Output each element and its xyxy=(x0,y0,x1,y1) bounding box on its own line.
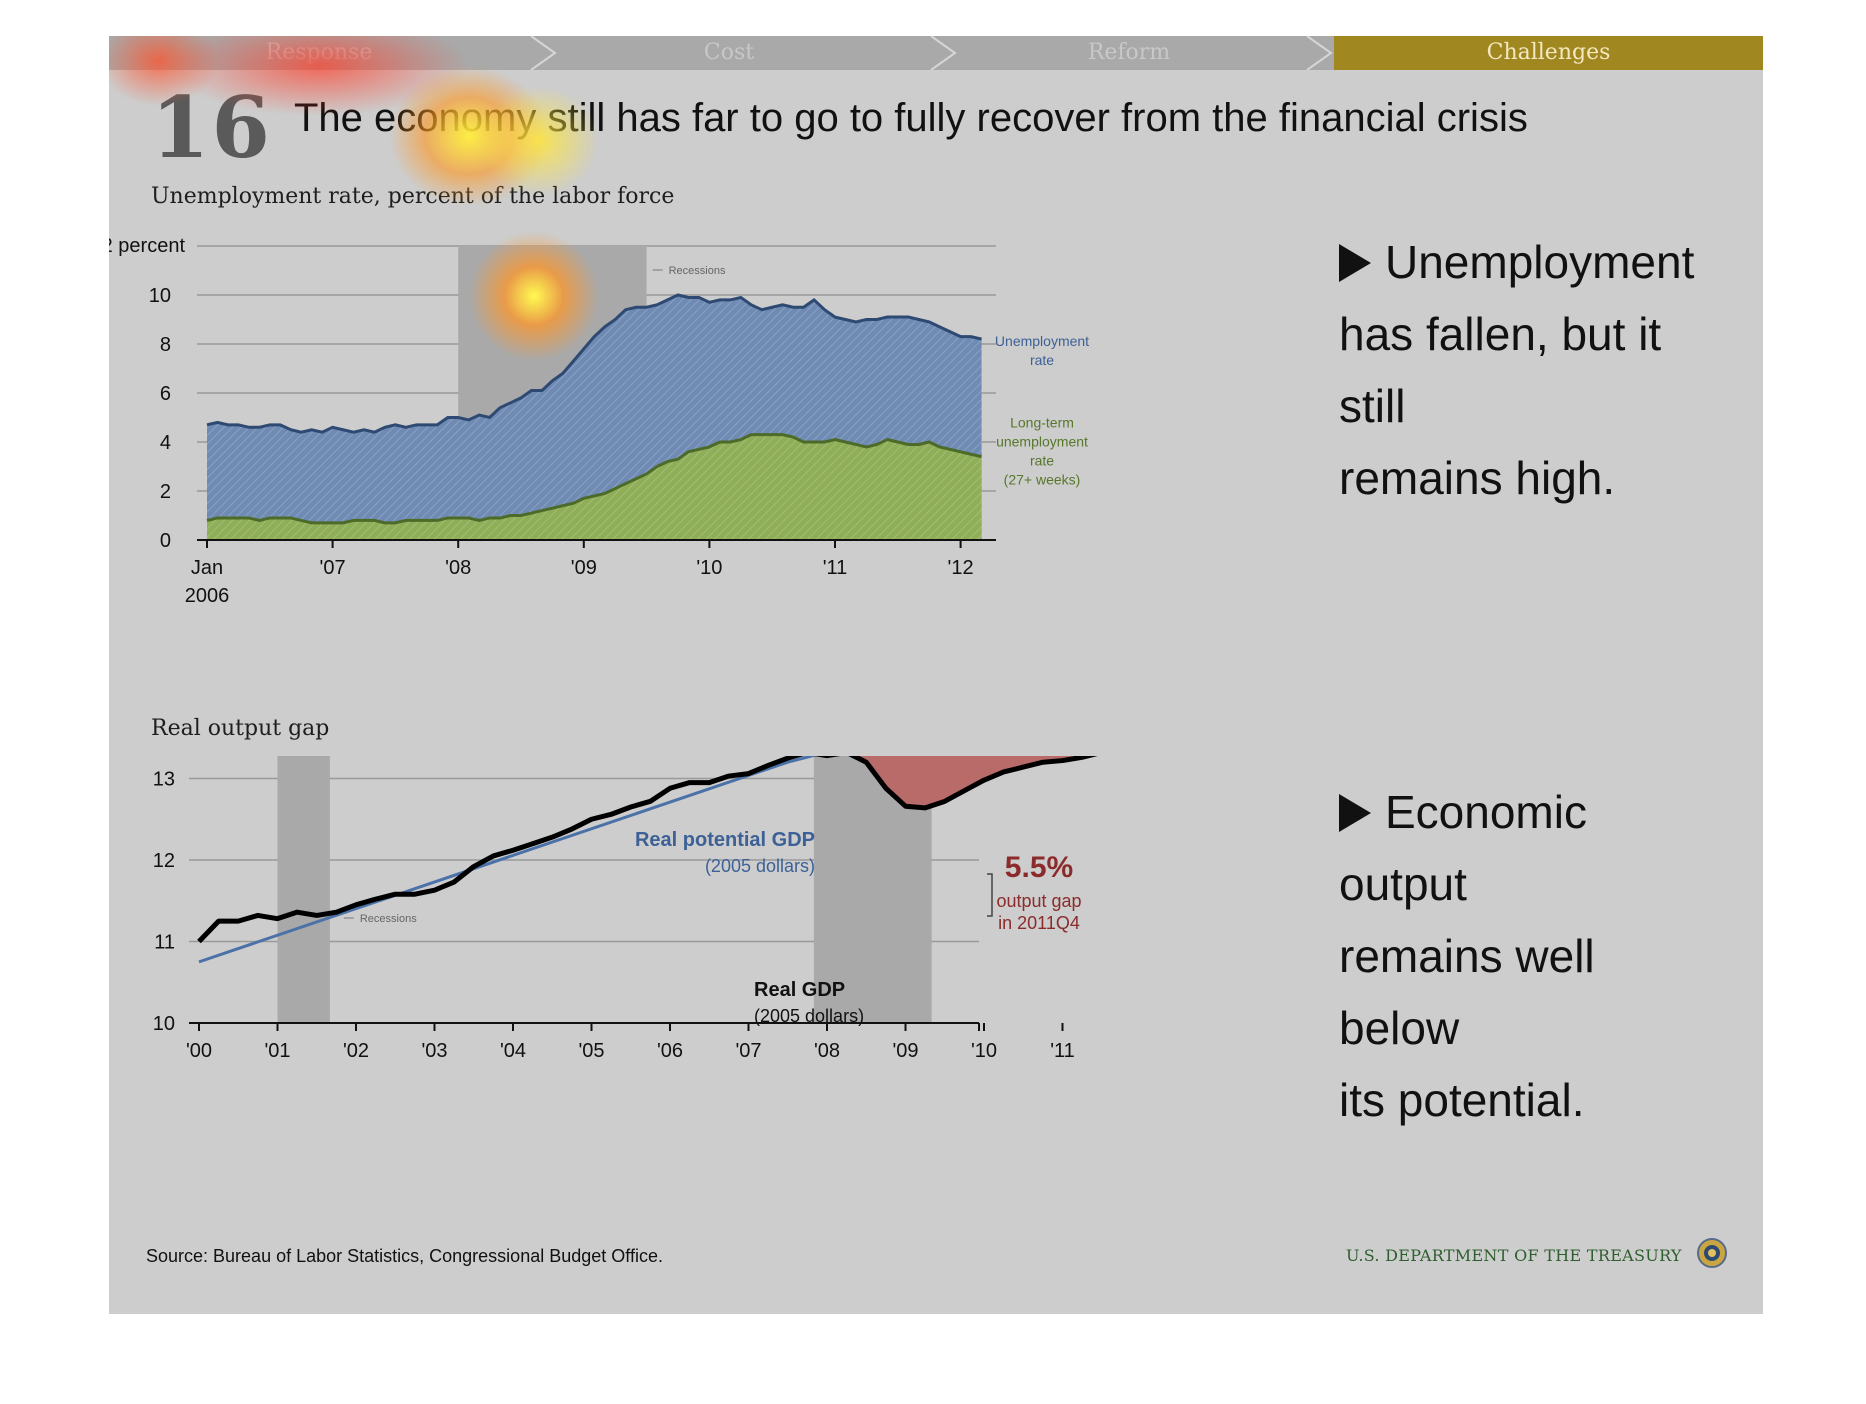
x-tick-label: '07 xyxy=(320,557,346,579)
bullet-line: remains well below xyxy=(1339,930,1595,1054)
series-label: (27+ weeks) xyxy=(1004,471,1081,487)
output-gap-area xyxy=(807,756,1088,808)
source-note: Source: Bureau of Labor Statistics, Cong… xyxy=(146,1246,663,1266)
x-tick-label: '11 xyxy=(823,557,848,579)
recession-label: Recessions xyxy=(360,913,417,925)
bullet-unemployment: Unemployment has fallen, but it still re… xyxy=(1339,226,1719,514)
tab-challenges[interactable]: Challenges xyxy=(1486,40,1611,65)
y-tick-label: 8 xyxy=(160,334,171,356)
y-tick-label: 10 xyxy=(149,285,171,307)
x-tick-label: '01 xyxy=(264,1040,290,1062)
y-tick-label: 0 xyxy=(160,530,171,552)
treasury-seal-icon xyxy=(1697,1238,1727,1268)
x-tick-label: '02 xyxy=(343,1040,369,1062)
chevron-right-icon xyxy=(930,36,957,70)
gap-value: 5.5% xyxy=(1005,851,1073,884)
bullet-line: has fallen, but it still xyxy=(1339,308,1662,432)
x-tick-label: '00 xyxy=(186,1040,212,1062)
longterm-line xyxy=(206,433,982,525)
recession-label: Recessions xyxy=(669,265,726,277)
x-tick-label: '11 xyxy=(1050,1040,1075,1062)
series-label: rate xyxy=(1030,452,1054,468)
chart1-subtitle: Unemployment rate, percent of the labor … xyxy=(151,184,675,209)
series-label: Unemployment xyxy=(995,333,1089,349)
y-tick-label: 11 xyxy=(154,932,175,954)
nav-active-background xyxy=(1334,36,1763,70)
x-tick-label: '05 xyxy=(578,1040,604,1062)
chevron-right-icon xyxy=(530,36,557,70)
bullet-line: Unemployment xyxy=(1385,236,1695,288)
y-tick-label: 2 xyxy=(160,481,171,503)
x-tick-label: '09 xyxy=(571,557,597,579)
gap-label: output gap xyxy=(996,891,1081,911)
series-label: unemployment xyxy=(996,433,1088,449)
bullet-line: remains high. xyxy=(1339,452,1616,504)
bullet-output: Economic output remains well below its p… xyxy=(1339,776,1719,1136)
longterm-hatch xyxy=(207,434,982,540)
chart2-subtitle: Real output gap xyxy=(151,716,330,741)
x-tick-label: 2006 xyxy=(185,585,230,607)
y-top-label: 12 percent xyxy=(109,236,185,257)
x-tick-label: '06 xyxy=(657,1040,683,1062)
unemployment-chart: 0 2 4 6 8 10 12 percent Recessions Jan 2006 '07 '… xyxy=(109,236,1089,607)
y-tick-label: 6 xyxy=(160,383,171,405)
x-tick-label: '10 xyxy=(971,1040,997,1062)
x-tick-label: '08 xyxy=(814,1040,840,1062)
tab-response[interactable]: Response xyxy=(265,40,373,65)
bullet-line: its potential. xyxy=(1339,1074,1585,1126)
potential-gdp-line xyxy=(198,756,818,964)
slide-number: 16 xyxy=(151,78,272,177)
x-tick-label: '07 xyxy=(735,1040,761,1062)
tab-cost[interactable]: Cost xyxy=(703,40,755,65)
series-label: rate xyxy=(1030,352,1054,368)
triangle-bullet-icon xyxy=(1339,244,1371,282)
bullet-line: Economic output xyxy=(1339,786,1587,910)
x-tick-label: Jan xyxy=(191,557,223,579)
x-tick-label: '08 xyxy=(445,557,471,579)
x-tick-label: '03 xyxy=(421,1040,447,1062)
chevron-right-icon xyxy=(1306,36,1333,70)
y-tick-label: 4 xyxy=(160,432,171,454)
section-nav: Response Cost Reform Challenges xyxy=(109,36,1763,70)
gap-label: in 2011Q4 xyxy=(998,913,1080,933)
x-tick-label: '09 xyxy=(892,1040,918,1062)
real-gdp-line xyxy=(197,756,1098,944)
x-tick-label: '10 xyxy=(696,557,722,579)
triangle-bullet-icon xyxy=(1339,794,1371,832)
slide: Response Cost Reform Challenges 16 The e… xyxy=(109,36,1763,1314)
treasury-wordmark: U.S. DEPARTMENT OF THE TREASURY xyxy=(1346,1246,1682,1265)
y-tick-label: 13 xyxy=(153,769,175,791)
recession-band xyxy=(277,756,330,1023)
gap-bracket xyxy=(987,873,993,917)
y-tick-label: 12 xyxy=(153,850,175,872)
slide-title: The economy still has far to go to fully… xyxy=(294,96,1528,140)
real-gdp-label: Real GDP xyxy=(754,979,845,1001)
y-tick-label: 10 xyxy=(153,1013,175,1035)
x-tick-label: '12 xyxy=(948,557,974,579)
potential-gdp-label: Real potential GDP xyxy=(635,829,815,851)
tab-reform[interactable]: Reform xyxy=(1087,40,1171,65)
output-gap-chart: 1011121314$15 trillion Recessions '00'01… xyxy=(153,756,1098,1062)
x-tick-label: '04 xyxy=(500,1040,526,1062)
real-gdp-unit: (2005 dollars) xyxy=(754,1006,864,1026)
series-label: Long-term xyxy=(1010,414,1074,430)
potential-gdp-unit: (2005 dollars) xyxy=(705,856,815,876)
